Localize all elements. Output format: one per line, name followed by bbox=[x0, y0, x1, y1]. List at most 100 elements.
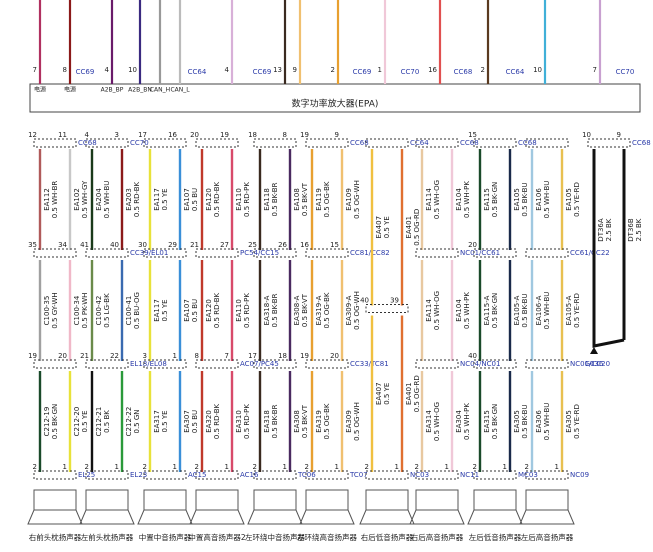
wire-spec: 0.5 YE bbox=[383, 383, 391, 405]
wire-code: EA203 bbox=[125, 188, 133, 211]
speaker bbox=[473, 489, 517, 511]
connector bbox=[305, 248, 349, 258]
wire-spec: 0.5 RD-BK bbox=[213, 292, 221, 328]
connector bbox=[365, 138, 409, 148]
wire-code: EA108 bbox=[293, 188, 301, 211]
wire-code: EA407 bbox=[375, 382, 383, 405]
connector bbox=[143, 470, 187, 480]
wire-code: EA105-A bbox=[565, 295, 573, 325]
connector-label: NC09 bbox=[570, 471, 589, 479]
wire-code: C212-20 bbox=[73, 407, 81, 437]
wire-code: EA308-A bbox=[293, 295, 301, 325]
connector bbox=[33, 248, 77, 258]
speaker-cone bbox=[299, 509, 355, 525]
connector-label: NC01/CC20 bbox=[570, 360, 610, 368]
wire-code: EA119 bbox=[315, 188, 323, 211]
connector-label: CC68 bbox=[632, 139, 651, 147]
connector-label: NC01/CC61 bbox=[460, 249, 500, 257]
connector-label: NC11 bbox=[460, 471, 479, 479]
connector-label: NC03 bbox=[410, 471, 429, 479]
wire-spec: 0.5 BU-OG bbox=[133, 292, 141, 329]
wire-spec: 0.5 BK-VT bbox=[301, 293, 309, 327]
ground-symbol bbox=[590, 347, 598, 354]
speaker-cone bbox=[189, 509, 245, 525]
wire-spec: 0.5 YE-RD bbox=[573, 182, 581, 217]
wire-code: EA120 bbox=[205, 299, 213, 322]
pin-label: 2 bbox=[473, 463, 477, 471]
connector-label: AC16 bbox=[240, 471, 259, 479]
wire-spec: 0.5 BU bbox=[191, 299, 199, 322]
wire-code: C212-19 bbox=[43, 407, 51, 437]
pin-label: 30 bbox=[138, 241, 147, 249]
connector-label: CC81/CC82 bbox=[350, 249, 390, 257]
pin-label: 2 bbox=[525, 463, 529, 471]
pin-label: 1 bbox=[378, 66, 382, 74]
pin-label: 13 bbox=[273, 66, 282, 74]
signal-label: 电源 bbox=[34, 86, 46, 94]
wire-spec: 0.5 WH-OG bbox=[433, 402, 441, 441]
pin-label: 3 bbox=[115, 131, 119, 139]
connector-label: EL25 bbox=[78, 471, 95, 479]
pin-label: 10 bbox=[582, 131, 591, 139]
wire-spec: 0.5 GN bbox=[133, 409, 141, 433]
connector-label: CC69 bbox=[76, 68, 95, 76]
pin-label: 20 bbox=[190, 131, 199, 139]
wire-spec: 0.5 OG-RD bbox=[413, 209, 421, 246]
connector bbox=[473, 470, 517, 480]
wire-spec: 0.5 WH-BR bbox=[51, 181, 59, 219]
wire-code: EA112 bbox=[43, 188, 51, 211]
speaker bbox=[415, 489, 459, 511]
speaker-cone bbox=[247, 509, 303, 525]
wire-code: EA104 bbox=[455, 188, 463, 211]
connector bbox=[253, 359, 297, 369]
speaker bbox=[143, 489, 187, 511]
wire-spec: 0.5 BK-GN bbox=[51, 404, 59, 439]
pin-label: 19 bbox=[220, 131, 229, 139]
speaker-label: 中置中音扬声器 bbox=[139, 532, 192, 542]
wire-code: DT36B bbox=[627, 218, 635, 242]
wire-code: EA117 bbox=[153, 299, 161, 322]
wire-code: EA117 bbox=[153, 188, 161, 211]
wire-code: EA318 bbox=[263, 410, 271, 433]
pin-label: 10 bbox=[533, 66, 542, 74]
speaker bbox=[253, 489, 297, 511]
speaker-label: 右后高音扬声器 bbox=[411, 532, 464, 542]
speaker-label: 左后低音扬声器 bbox=[469, 532, 522, 542]
connector bbox=[415, 248, 459, 258]
pin-label: 1 bbox=[503, 463, 507, 471]
speaker-cone bbox=[359, 509, 415, 525]
wire-code: EA305 bbox=[565, 410, 573, 433]
wire-spec: 2.5 BK bbox=[635, 218, 643, 241]
wire-spec: 0.5 YE bbox=[81, 410, 89, 432]
wire-code: EA319-A bbox=[315, 295, 323, 325]
wire-spec: 0.5 RD-PK bbox=[243, 293, 251, 328]
pin-label: 18 bbox=[278, 352, 287, 360]
wire-spec: 0.5 BK-BU bbox=[521, 404, 529, 438]
wire-code: EA105 bbox=[565, 188, 573, 211]
wire-spec: 0.5 WH-BU bbox=[543, 403, 551, 441]
connector-label: CC64 bbox=[188, 68, 207, 76]
pin-label: 2 bbox=[195, 463, 199, 471]
wire-code: EA106 bbox=[535, 188, 543, 211]
wire-code: EA304 bbox=[455, 410, 463, 433]
pin-label: 16 bbox=[168, 131, 177, 139]
pin-label: 4 bbox=[225, 66, 230, 74]
wire-spec: 0.5 BK-GN bbox=[491, 293, 499, 328]
wire-spec: 0.5 OG-BK bbox=[323, 181, 331, 217]
wire-spec: 0.5 BK-GN bbox=[491, 182, 499, 217]
connector-label: CC69 bbox=[253, 68, 272, 76]
wire-spec: 2.5 BK bbox=[605, 218, 613, 241]
pin-label: 19 bbox=[28, 352, 37, 360]
pin-label: 16 bbox=[428, 66, 437, 74]
pin-label: 18 bbox=[248, 131, 257, 139]
pin-label: 21 bbox=[190, 241, 199, 249]
pin-label: 1 bbox=[283, 463, 287, 471]
pin-label: 2 bbox=[85, 463, 89, 471]
pin-label: 19 bbox=[300, 131, 309, 139]
pin-label: 21 bbox=[80, 352, 89, 360]
connector bbox=[305, 470, 349, 480]
wire-code: EA204 bbox=[95, 188, 103, 211]
connector-label: CC33/TC81 bbox=[350, 360, 389, 368]
pin-label: 2 bbox=[481, 66, 485, 74]
